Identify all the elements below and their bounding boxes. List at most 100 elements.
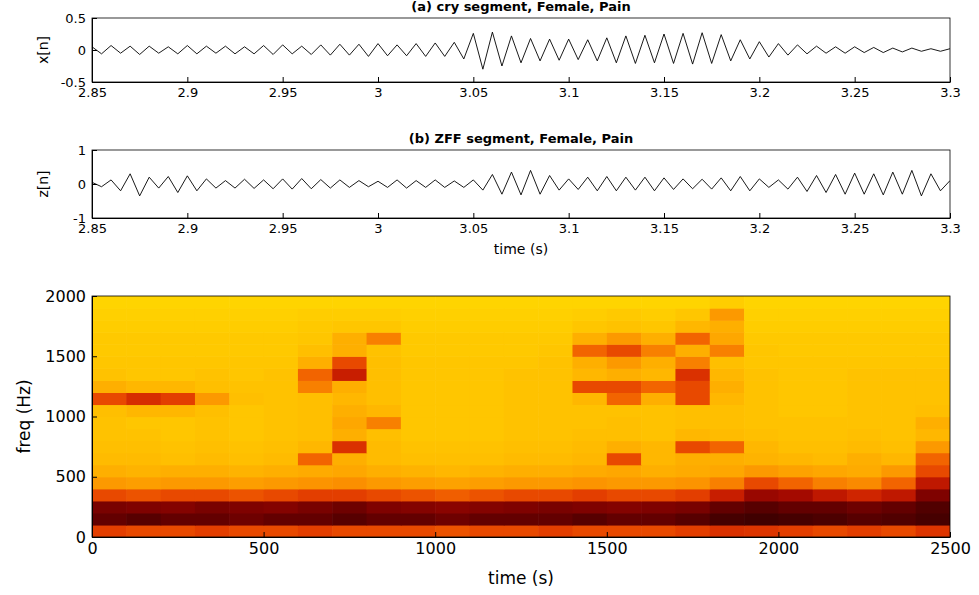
tick-mark [187,77,188,82]
tick-label: 2000 [45,287,86,306]
x-tick: 3.25 [841,77,870,100]
heatmap-cell [367,417,402,430]
heatmap-cell [298,404,333,417]
heatmap-cell [298,392,333,405]
y-tick: 1000 [45,407,97,426]
heatmap-cell [332,501,367,514]
x-tick: 3 [374,77,382,100]
heatmap-cell [332,404,367,417]
heatmap-cell [641,477,676,490]
heatmap-cell [641,465,676,478]
heatmap-cell [778,356,813,369]
heatmap-cell [161,380,196,393]
heatmap-cell [92,320,127,333]
y-tick: 0.5 [65,11,97,26]
heatmap-cell [813,441,848,454]
tick-mark [759,213,760,218]
heatmap-cell [847,356,882,369]
heatmap-cell [126,453,161,466]
heatmap-cell [504,332,539,345]
heatmap-cell [470,392,505,405]
heatmap-cell [401,429,436,442]
heatmap-cell [675,525,710,537]
x-tick: 2500 [930,532,971,558]
heatmap-cell [195,332,230,345]
heatmap-cell [264,525,299,537]
heatmap-cell [367,525,402,537]
signal-line [92,32,950,69]
heatmap-cell [916,453,950,466]
tick-label: 500 [249,539,280,558]
heatmap-cell [778,332,813,345]
heatmap-cell [126,320,161,333]
heatmap-cell [195,320,230,333]
heatmap-cell [572,513,607,526]
heatmap-cell [916,525,950,537]
heatmap-cell [675,380,710,393]
heatmap-cell [538,525,573,537]
heatmap-cell [332,465,367,478]
heatmap-cell [92,296,127,309]
heatmap-cell [229,296,264,309]
heatmap-cell [538,332,573,345]
heatmap-cell [881,441,916,454]
heatmap-cell [813,320,848,333]
heatmap-cell [881,392,916,405]
heatmap-cell [367,380,402,393]
x-tick: 1000 [415,532,456,558]
heatmap-cell [401,453,436,466]
heatmap-cell [92,453,127,466]
heatmap-cell [847,380,882,393]
heatmap-cell [504,368,539,381]
axis-line [93,537,951,538]
heatmap-cell [504,404,539,417]
heatmap-cell [435,296,470,309]
heatmap-cell [435,525,470,537]
heatmap-cell [161,308,196,321]
heatmap-cell [298,477,333,490]
heatmap-cell [126,308,161,321]
heatmap-cell [881,404,916,417]
heatmap-cell [813,332,848,345]
heatmap-cell [264,320,299,333]
heatmap-cell [435,441,470,454]
heatmap-cell [332,380,367,393]
heatmap-cell [572,296,607,309]
heatmap-cell [675,332,710,345]
heatmap-cell [401,513,436,526]
heatmap-cell [607,296,642,309]
heatmap-cell [572,489,607,502]
heatmap-cell [161,417,196,430]
heatmap-cell [470,417,505,430]
tick-mark [664,213,665,218]
heatmap-cell [641,501,676,514]
heatmap-cell [538,453,573,466]
heatmap-cell [675,404,710,417]
heatmap-cell [778,477,813,490]
x-tick: 3.15 [650,77,679,100]
tick-label: 3.2 [749,221,770,236]
heatmap-cell [332,392,367,405]
heatmap-cell [195,501,230,514]
tick-mark [607,532,608,537]
heatmap-cell [470,525,505,537]
heatmap-cell [401,356,436,369]
x-tick: 500 [249,532,280,558]
heatmap-cell [572,417,607,430]
tick-mark [435,532,436,537]
heatmap-cell [298,332,333,345]
tick-label: 0 [87,539,97,558]
heatmap-cell [92,356,127,369]
heatmap-cell [813,404,848,417]
heatmap-cell [916,429,950,442]
heatmap-cell [607,380,642,393]
heatmap-cell [435,404,470,417]
heatmap-cell [641,380,676,393]
heatmap-cell [778,453,813,466]
heatmap-cell [881,513,916,526]
heatmap-cell [538,501,573,514]
heatmap-cell [332,356,367,369]
heatmap-cell [744,489,779,502]
tick-mark [92,296,97,297]
y-axis: -0.500.5 [61,11,97,90]
